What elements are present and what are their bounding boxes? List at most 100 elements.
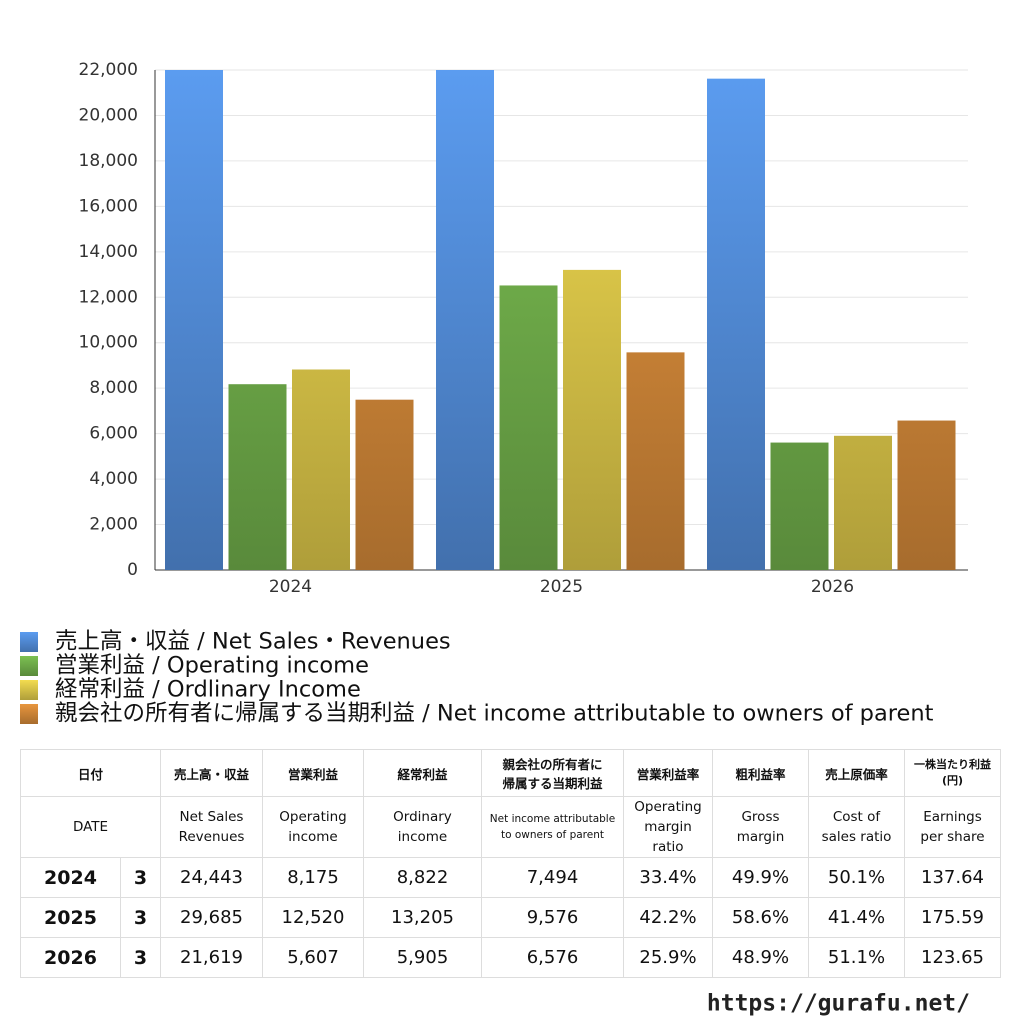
- header-text: per share: [920, 829, 985, 845]
- header-cell: 経常利益: [363, 749, 482, 797]
- header-text: DATE: [72, 819, 109, 835]
- data-table: 日付 売上高・収益 営業利益 経常利益 親会社の所有者に 帰属する当期利益 営業利益率 粗利益…: [20, 749, 1001, 978]
- header-text: 営業利益率: [636, 766, 700, 782]
- cell: 5,607: [262, 937, 364, 978]
- header-cell: Ordinary income: [363, 796, 482, 858]
- legend-label: 経常利益 / Ordlinary Income: [55, 677, 361, 703]
- y-tick-label: 0: [127, 560, 138, 580]
- cell: 7,494: [481, 857, 624, 898]
- x-tick-label: 2024: [269, 577, 312, 597]
- bar: [228, 384, 287, 570]
- y-tick-label: 2,000: [89, 515, 138, 535]
- header-cell: 粗利益率: [712, 749, 809, 797]
- header-text: 親会社の所有者に: [502, 757, 603, 772]
- header-cell: 売上高・収益: [160, 749, 263, 797]
- cell: 50.1%: [808, 857, 905, 898]
- cell: 6,576: [481, 937, 624, 978]
- cell: 21,619: [160, 937, 263, 978]
- y-tick-label: 12,000: [79, 287, 138, 307]
- cell: 2026: [20, 937, 121, 978]
- cell: 5,905: [363, 937, 482, 978]
- x-tick-label: 2026: [811, 577, 854, 597]
- header-text: income: [288, 829, 338, 845]
- y-tick-label: 4,000: [89, 469, 138, 489]
- header-text: margin: [644, 819, 692, 835]
- header-text: 営業利益: [287, 766, 338, 782]
- y-tick-label: 6,000: [89, 424, 138, 444]
- cell: 48.9%: [712, 937, 809, 978]
- bar: [707, 78, 765, 570]
- cell: 13,205: [363, 897, 482, 938]
- data-row: 2026 3 21,619 5,607 5,905 6,576 25.9% 48.9% 51.1…: [20, 937, 1001, 978]
- header-cell: 日付: [20, 749, 161, 797]
- cell: 33.4%: [623, 857, 713, 898]
- cell: 49.9%: [712, 857, 809, 898]
- cell: 24,443: [160, 857, 263, 898]
- header-text: sales ratio: [821, 829, 892, 845]
- header-text: Revenues: [178, 829, 245, 845]
- bar: [770, 442, 829, 570]
- header-row: DATE Net Sales Revenues Operating income Ordi…: [20, 796, 1001, 858]
- bar: [355, 399, 414, 570]
- legend-label: 親会社の所有者に帰属する当期利益 / Net income attributab…: [55, 701, 934, 727]
- bar: [436, 70, 494, 570]
- header-text: income: [397, 829, 448, 845]
- header-text: ratio: [652, 839, 684, 855]
- cell: 8,175: [262, 857, 364, 898]
- cell: 3: [120, 937, 161, 978]
- header-cell: 一株当たり利益 (円): [904, 749, 1001, 797]
- bar: [499, 285, 558, 570]
- cell: 9,576: [481, 897, 624, 938]
- cell: 137.64: [904, 857, 1001, 898]
- legend-swatch: [20, 680, 38, 700]
- cell: 25.9%: [623, 937, 713, 978]
- header-cell: Earnings per share: [904, 796, 1001, 858]
- header-cell: DATE: [20, 796, 161, 858]
- header-cell: Operating income: [262, 796, 364, 858]
- legend-label: 売上高・収益 / Net Sales・Revenues: [55, 629, 451, 655]
- legend-swatch: [20, 632, 38, 652]
- plot-area: [165, 70, 956, 570]
- y-tick-label: 16,000: [79, 196, 138, 216]
- header-text: Earnings: [923, 809, 982, 825]
- header-text: Operating: [279, 809, 347, 825]
- cell: 12,520: [262, 897, 364, 938]
- bar: [292, 369, 350, 570]
- y-tick-label: 20,000: [79, 105, 138, 125]
- cell: 3: [120, 857, 161, 898]
- header-cell: Gross margin: [712, 796, 809, 858]
- cell: 175.59: [904, 897, 1001, 938]
- header-cell: 親会社の所有者に 帰属する当期利益: [481, 749, 624, 797]
- cell: 2025: [20, 897, 121, 938]
- y-tick-label: 8,000: [89, 378, 138, 398]
- header-text: Cost of: [832, 809, 881, 825]
- header-cell: Net income attributable to owners of pare…: [481, 796, 624, 858]
- header-cell: Cost of sales ratio: [808, 796, 905, 858]
- cell: 8,822: [363, 857, 482, 898]
- header-text: 日付: [77, 766, 103, 782]
- cell: 2024: [20, 857, 121, 898]
- data-row: 2024 3 24,443 8,175 8,822 7,494 33.4% 49.9% 50.1…: [20, 857, 1001, 898]
- bar: [165, 70, 223, 570]
- header-cell: Operating margin ratio: [623, 796, 713, 858]
- cell: 41.4%: [808, 897, 905, 938]
- header-text: Gross: [741, 809, 780, 825]
- header-text: 帰属する当期利益: [502, 776, 603, 791]
- header-text: Net income attributable: [489, 813, 616, 825]
- header-text: Net Sales: [179, 809, 244, 825]
- footer-url: https://gurafu.net/: [707, 991, 970, 1017]
- cell: 58.6%: [712, 897, 809, 938]
- header-text: to owners of parent: [500, 829, 604, 841]
- bar: [626, 352, 685, 570]
- cell: 3: [120, 897, 161, 938]
- y-tick-label: 18,000: [79, 151, 138, 171]
- header-text: 売上原価率: [825, 766, 888, 782]
- header-text: 経常利益: [397, 766, 448, 782]
- header-cell: Net Sales Revenues: [160, 796, 263, 858]
- bar: [563, 269, 621, 570]
- header-text: (円): [941, 774, 964, 787]
- header-cell: 売上原価率: [808, 749, 905, 797]
- y-tick-label: 22,000: [79, 60, 138, 80]
- header-text: 売上高・収益: [173, 766, 249, 782]
